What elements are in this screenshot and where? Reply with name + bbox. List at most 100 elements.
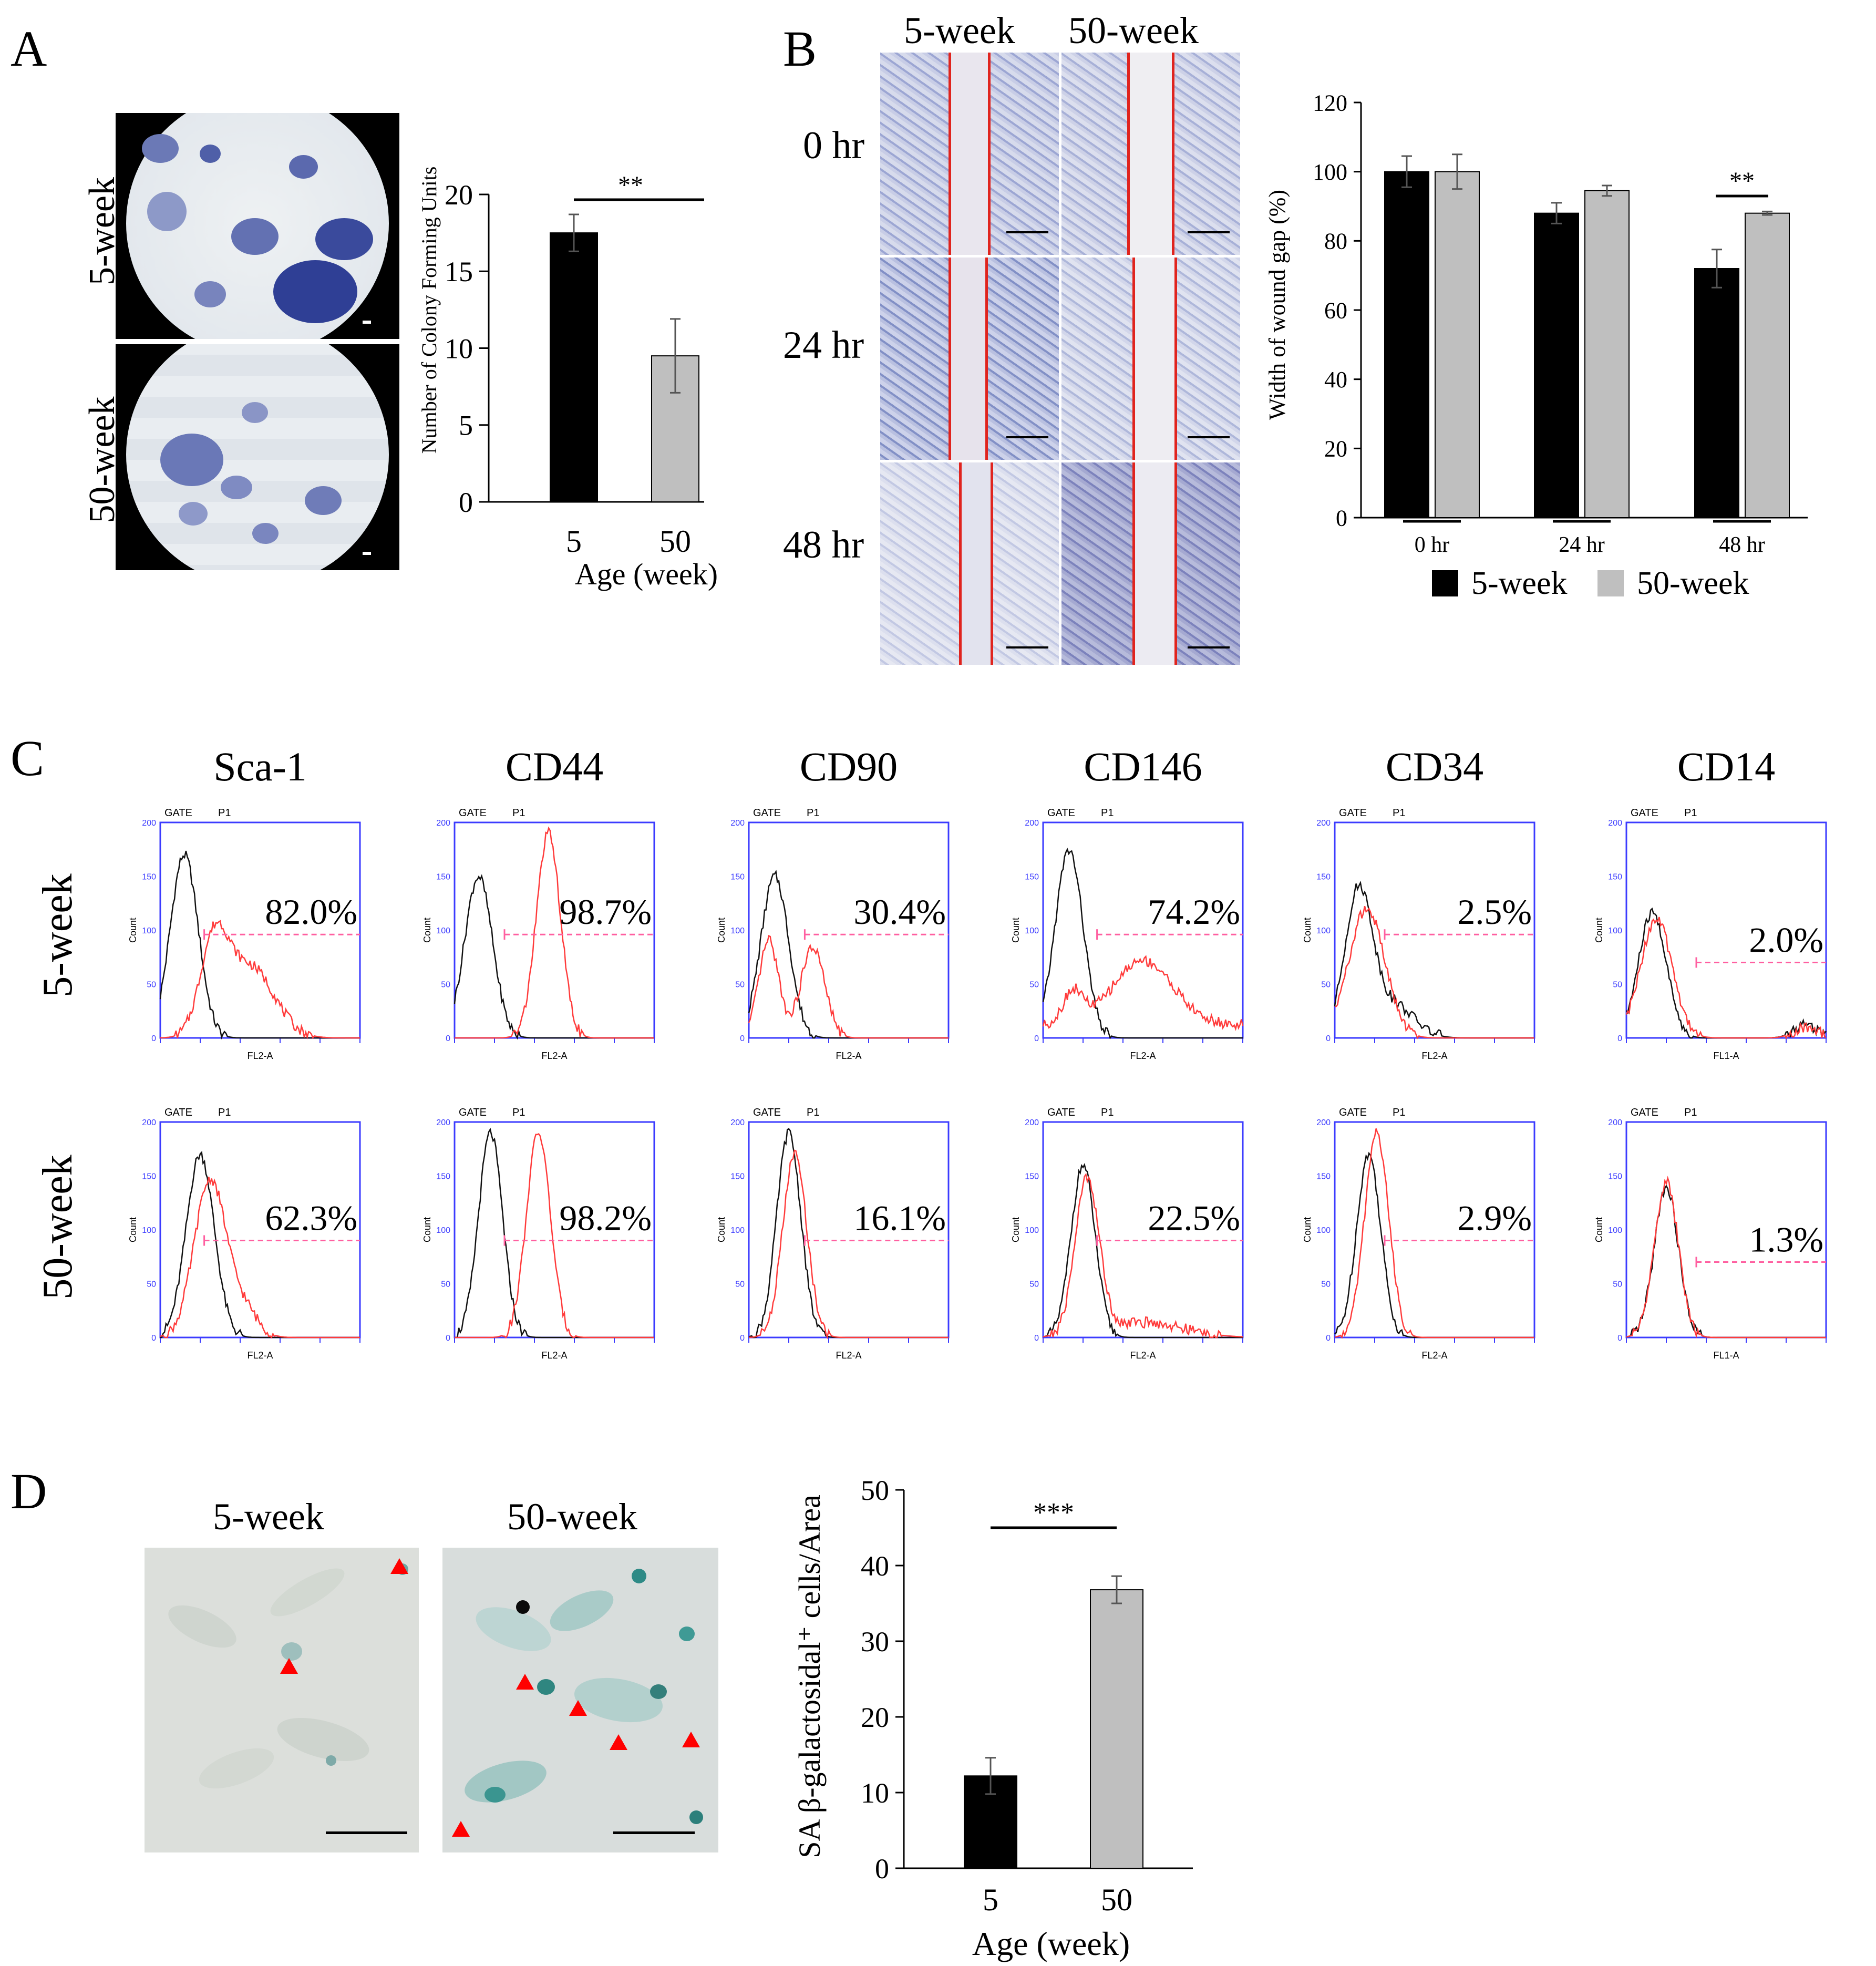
facs-y-tick-label: 100 (730, 1226, 745, 1235)
facs-isotype-curve (160, 1151, 360, 1339)
facs-y-tick-label: 200 (1316, 1118, 1331, 1127)
facs-marker-curve (1334, 905, 1534, 1039)
panel-b-row-label-24-hr: 24 hr (783, 324, 864, 367)
facs-y-tick-label: 200 (1025, 1118, 1039, 1127)
panel-b-row-label-48-hr: 48 hr (783, 523, 864, 567)
facs-y-tick-label: 150 (142, 1172, 156, 1181)
chart-a-bar-0 (550, 232, 598, 502)
facs-y-tick-label: 200 (730, 1118, 745, 1127)
facs-gate-label: GATE (1047, 1107, 1075, 1118)
facs-y-tick-label: 50 (441, 981, 450, 990)
facs-percentage: 98.2% (559, 1198, 652, 1238)
facs-marker-title-sca-1: Sca-1 (213, 744, 307, 789)
chart-b-bar-0-s0 (1384, 171, 1429, 518)
chart-b-ytick-label-0: 0 (1336, 505, 1347, 531)
facs-marker-curve (1043, 1172, 1243, 1339)
facs-marker-curve (160, 1177, 360, 1339)
facs-y-tick-label: 0 (151, 1034, 156, 1043)
facs-y-tick-label: 50 (735, 1280, 745, 1289)
facs-y-tick-label: 100 (1025, 1226, 1039, 1235)
facs-y-tick-label: 200 (730, 819, 745, 828)
facs-x-axis-label: FL2-A (247, 1350, 273, 1361)
panel-c-row-label-5-week: 5-week (35, 873, 81, 997)
facs-percentage: 2.5% (1457, 892, 1532, 932)
facs-y-tick-label: 0 (1617, 1334, 1622, 1343)
facs-y-tick-label: 150 (436, 873, 450, 882)
facs-y-tick-label: 50 (1321, 1280, 1331, 1289)
chart-b-bar-2-s0 (1694, 268, 1739, 518)
chart-a-category-label-1: 50 (659, 524, 691, 559)
facs-isotype-curve (1334, 1151, 1534, 1339)
facs-y-axis-label: Count (717, 1217, 727, 1242)
facs-x-axis-label: FL1-A (1713, 1350, 1739, 1361)
facs-marker-title-cd146: CD146 (1084, 744, 1202, 789)
facs-y-tick-label: 100 (1608, 927, 1622, 935)
senescence-micrograph-50-week (442, 1548, 718, 1852)
facs-y-tick-label: 200 (1608, 1118, 1622, 1127)
chart-a-xlabel: Age (week) (575, 557, 718, 591)
facs-y-tick-label: 200 (142, 1118, 156, 1127)
facs-gate-id: P1 (512, 1107, 525, 1118)
facs-y-tick-label: 0 (1326, 1034, 1331, 1043)
facs-x-axis-label: FL2-A (1130, 1051, 1156, 1061)
facs-y-tick-label: 50 (1321, 981, 1331, 990)
chart-b-ytick-label-2: 40 (1324, 367, 1347, 393)
panel-b-col-label-5-week: 5-week (904, 9, 1015, 52)
facs-gate-id: P1 (1393, 1107, 1405, 1118)
panel-c-row-label-50-week: 50-week (35, 1155, 81, 1300)
facs-y-tick-label: 0 (1617, 1034, 1622, 1043)
facs-gate-label: GATE (1047, 807, 1075, 819)
facs-gate-label: GATE (753, 1107, 781, 1118)
facs-y-tick-label: 100 (142, 1226, 156, 1235)
facs-percentage: 22.5% (1148, 1198, 1240, 1238)
facs-percentage: 98.7% (559, 892, 652, 932)
facs-marker-title-cd90: CD90 (799, 744, 898, 789)
facs-y-axis-label: Count (129, 918, 138, 943)
wound-micrograph-50-week-0-hr (1061, 53, 1240, 255)
facs-gate-label: GATE (753, 807, 781, 819)
chart-senescence-cells: SA β-galactosidal⁺ cells/Area 0 10 20 30 40 5… (792, 1475, 1193, 1962)
facs-gate-label: GATE (1631, 807, 1658, 819)
facs-y-tick-label: 150 (1316, 1172, 1331, 1181)
facs-histogram-5-week-cd44: GATE P1 Count 0 50 100 150 200 FL2-A 98.7% (423, 807, 655, 1061)
facs-marker-curve (1625, 917, 1827, 1039)
facs-gate-id: P1 (512, 807, 525, 819)
facs-gate-id: P1 (1684, 1107, 1697, 1118)
facs-y-axis-label: Count (423, 918, 432, 943)
facs-y-tick-label: 200 (436, 1118, 450, 1127)
facs-histogram-5-week-cd14: GATE P1 Count 0 50 100 150 200 FL1-A 2.0% (1595, 807, 1827, 1061)
wound-micrograph-50-week-24-hr (1061, 258, 1240, 460)
chart-d-ytick-label-1: 10 (861, 1777, 889, 1809)
chart-b-ytick-label-4: 80 (1324, 229, 1347, 254)
legend-swatch-5-week (1432, 570, 1458, 596)
facs-y-axis-label: Count (1303, 918, 1313, 943)
facs-marker-curve (1334, 1128, 1534, 1339)
facs-percentage: 2.9% (1457, 1198, 1532, 1238)
facs-y-tick-label: 200 (142, 819, 156, 828)
chart-d-ytick-label-3: 30 (861, 1626, 889, 1658)
facs-marker-curve (748, 935, 949, 1039)
facs-marker-curve (455, 826, 654, 1039)
facs-x-axis-label: FL2-A (1130, 1350, 1156, 1361)
chart-a-ytick-label-2: 10 (445, 333, 473, 364)
facs-marker-title-cd34: CD34 (1385, 744, 1484, 789)
chart-d-ylabel: SA β-galactosidal⁺ cells/Area (792, 1495, 827, 1858)
facs-y-tick-label: 150 (1608, 1172, 1622, 1181)
wound-micrograph-50-week-48-hr (1061, 462, 1240, 665)
facs-y-tick-label: 50 (735, 981, 745, 990)
legend-swatch-50-week (1597, 570, 1624, 596)
facs-y-tick-label: 150 (730, 873, 745, 882)
facs-histogram-50-week-cd146: GATE P1 Count 0 50 100 150 200 FL2-A 22.5% (1012, 1107, 1244, 1361)
facs-gate-label: GATE (1631, 1107, 1658, 1118)
facs-y-tick-label: 150 (1025, 1172, 1039, 1181)
chart-d-ytick-label-0: 0 (875, 1853, 889, 1885)
chart-a-ytick-label-4: 20 (445, 179, 473, 211)
chart-d-ytick-label-2: 20 (861, 1702, 889, 1733)
facs-x-axis-label: FL2-A (836, 1051, 861, 1061)
chart-d-ytick-label-4: 40 (861, 1550, 889, 1582)
facs-y-tick-label: 50 (1029, 981, 1039, 990)
facs-y-tick-label: 100 (436, 927, 450, 935)
facs-marker-curve (1042, 955, 1244, 1031)
facs-y-tick-label: 200 (1025, 819, 1039, 828)
panel-d-col-label-50-week: 50-week (507, 1496, 637, 1538)
